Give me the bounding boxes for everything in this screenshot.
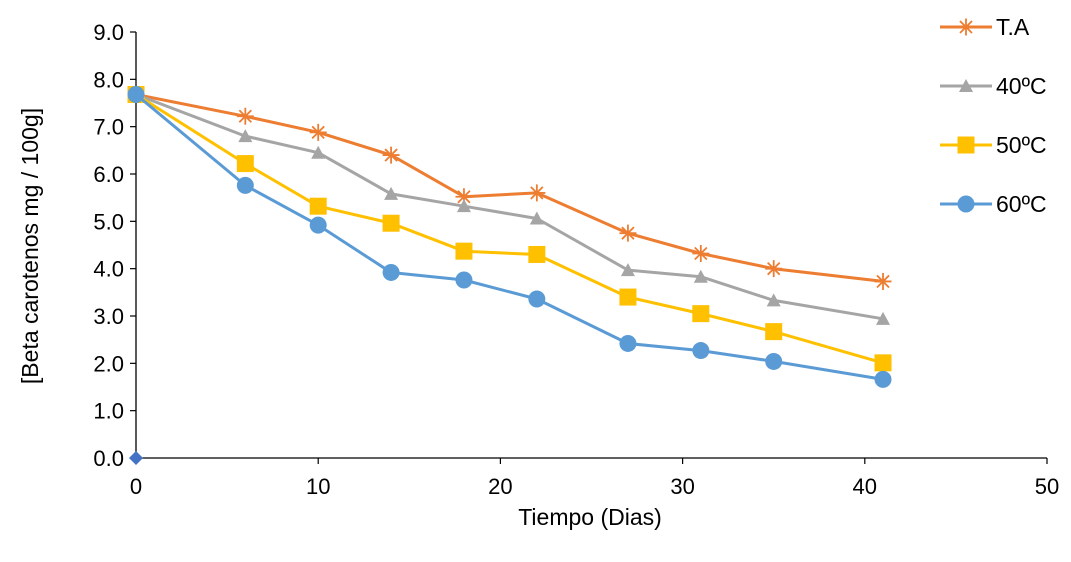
x-tick-label: 30 — [670, 474, 694, 499]
series-line — [135, 93, 884, 365]
legend-label: 40ºC — [996, 73, 1047, 99]
x-tick-label: 50 — [1035, 474, 1059, 499]
data-point — [529, 211, 544, 225]
x-tick-label: 10 — [306, 474, 330, 499]
data-point — [692, 305, 710, 323]
series-1 — [127, 85, 892, 290]
data-point — [236, 107, 254, 125]
y-tick-label: 8.0 — [93, 67, 124, 92]
data-point — [692, 342, 710, 360]
y-axis-title: [Beta carotenos mg / 100g] — [17, 108, 43, 384]
data-point — [311, 145, 326, 159]
data-point — [874, 272, 892, 290]
x-axis-title: Tiempo (Dias) — [518, 504, 662, 530]
data-point — [528, 184, 546, 202]
data-point — [619, 334, 637, 352]
data-point — [765, 260, 783, 278]
data-point — [874, 370, 892, 388]
data-point — [874, 354, 892, 372]
series-line — [135, 93, 884, 321]
origin-point — [129, 451, 143, 465]
legend-entry: 40ºC — [940, 73, 1047, 99]
data-point — [619, 288, 637, 306]
data-point — [238, 129, 253, 143]
data-point — [528, 245, 546, 263]
y-tick-label: 9.0 — [93, 20, 124, 45]
data-point — [309, 197, 327, 215]
legend-marker — [957, 18, 975, 36]
y-tick-label: 3.0 — [93, 304, 124, 329]
data-point — [236, 176, 254, 194]
y-tick-label: 5.0 — [93, 209, 124, 234]
data-point — [876, 311, 891, 325]
legend-entry: T.A — [940, 14, 1030, 40]
legend: T.A 40ºC 50ºC 60ºC — [940, 14, 1047, 217]
y-tick-label: 6.0 — [93, 162, 124, 187]
data-point — [236, 155, 254, 173]
legend-marker — [959, 79, 973, 92]
data-point — [456, 199, 471, 213]
x-tick-label: 20 — [488, 474, 512, 499]
data-point — [382, 263, 400, 281]
data-point — [309, 123, 327, 141]
y-tick-label: 2.0 — [93, 351, 124, 376]
series-line — [135, 93, 884, 381]
data-point — [127, 85, 145, 103]
y-tick-label: 1.0 — [93, 399, 124, 424]
data-point — [693, 269, 708, 283]
data-point — [455, 271, 473, 289]
legend-label: 50ºC — [996, 132, 1047, 158]
series-layer — [127, 85, 892, 465]
series-2 — [129, 87, 891, 325]
data-point — [766, 293, 781, 307]
data-point — [765, 352, 783, 370]
data-point — [384, 186, 399, 200]
legend-marker — [957, 195, 975, 213]
legend-label: T.A — [996, 14, 1030, 40]
series-4 — [127, 85, 892, 388]
data-point — [692, 245, 710, 263]
series-3 — [127, 85, 892, 372]
x-tick-label: 0 — [130, 474, 142, 499]
y-tick-label: 0.0 — [93, 446, 124, 471]
data-point — [620, 263, 635, 277]
data-point — [528, 290, 546, 308]
legend-entry: 60ºC — [940, 191, 1047, 217]
axes: 0.0 1.0 2.0 3.0 4.0 5.0 6.0 7.0 8.0 9.0 0 10 20 30 40 5… — [93, 20, 1059, 499]
data-point — [765, 323, 783, 341]
legend-marker — [957, 136, 975, 154]
data-point — [619, 224, 637, 242]
y-tick-label: 4.0 — [93, 257, 124, 282]
series-line — [135, 93, 884, 283]
y-tick-label: 7.0 — [93, 115, 124, 140]
data-point — [455, 188, 473, 206]
legend-entry: 50ºC — [940, 132, 1047, 158]
data-point — [455, 242, 473, 260]
x-tick-label: 40 — [853, 474, 877, 499]
legend-label: 60ºC — [996, 191, 1047, 217]
data-point — [309, 216, 327, 234]
data-point — [382, 146, 400, 164]
data-point — [382, 214, 400, 232]
